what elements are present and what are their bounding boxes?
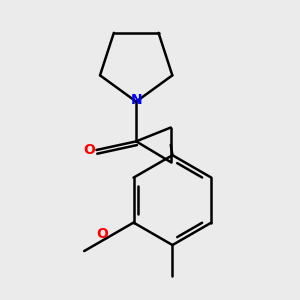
Text: N: N [130,93,142,107]
Text: O: O [97,227,108,241]
Text: O: O [83,143,95,157]
